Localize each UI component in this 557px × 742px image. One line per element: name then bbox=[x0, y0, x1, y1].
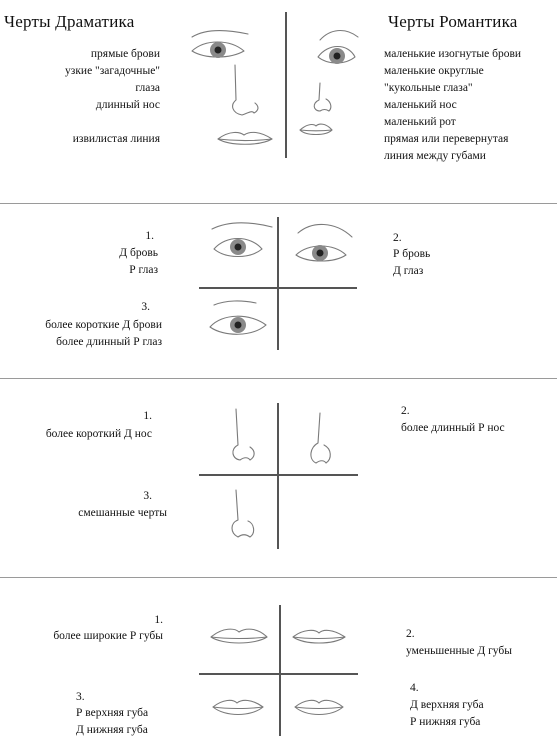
nose-sketch bbox=[231, 408, 331, 538]
romantic-feature: прямая или перевернутая bbox=[384, 133, 509, 145]
item-number: 1. bbox=[143, 410, 152, 422]
lips-grid-vertical bbox=[279, 605, 281, 736]
face-sketch bbox=[191, 30, 359, 145]
eyes-label: Р глаз bbox=[129, 264, 158, 276]
romantic-feature: "кукольные глаза" bbox=[384, 82, 473, 94]
nose-label: более короткий Д нос bbox=[45, 428, 152, 440]
romantic-feature: маленький нос bbox=[384, 99, 457, 111]
lips-grid-horizontal bbox=[199, 673, 358, 675]
item-number: 3. bbox=[76, 691, 85, 703]
eyes-label: Д глаз bbox=[393, 265, 424, 277]
item-number: 1. bbox=[154, 614, 163, 626]
lips-label: Р нижняя губа bbox=[410, 716, 481, 728]
dramatic-feature: узкие "загадочные" bbox=[65, 65, 160, 77]
item-number: 2. bbox=[401, 405, 410, 417]
face-divider bbox=[285, 12, 287, 158]
dramatic-feature: глаза bbox=[135, 82, 160, 94]
section-divider bbox=[0, 203, 557, 204]
item-number: 4. bbox=[410, 682, 419, 694]
item-number: 2. bbox=[393, 232, 402, 244]
eyes-label: Р бровь bbox=[393, 248, 431, 260]
romantic-feature: маленький рот bbox=[384, 116, 456, 128]
nose-label: более длинный Р нос bbox=[401, 422, 505, 434]
eyes-label: более длинный Р глаз bbox=[56, 336, 162, 348]
eyes-label: Д бровь bbox=[119, 247, 158, 259]
dramatic-feature: прямые брови bbox=[90, 48, 160, 60]
dramatic-title: Черты Драматика bbox=[4, 12, 135, 31]
eyes-label: более короткие Д брови bbox=[45, 319, 162, 331]
lips-label: Р верхняя губа bbox=[76, 707, 149, 719]
item-number: 3. bbox=[141, 301, 150, 313]
section-divider bbox=[0, 577, 557, 578]
item-number: 3. bbox=[143, 490, 152, 502]
lips-label: уменьшенные Д губы bbox=[406, 645, 512, 657]
lips-label: Д верхняя губа bbox=[410, 699, 484, 711]
eyes-grid-vertical bbox=[277, 217, 279, 350]
lips-label: более широкие Р губы bbox=[53, 630, 163, 642]
dramatic-feature: извилистая линия bbox=[72, 133, 160, 145]
nose-label: смешанные черты bbox=[78, 507, 167, 519]
lips-label: Д нижняя губа bbox=[76, 724, 148, 736]
dramatic-feature: длинный нос bbox=[95, 99, 160, 111]
lips-sketch bbox=[210, 628, 346, 716]
romantic-feature: маленькие изогнутые брови bbox=[384, 48, 522, 60]
item-number: 2. bbox=[406, 628, 415, 640]
section-divider bbox=[0, 378, 557, 379]
eyes-sketch bbox=[209, 222, 353, 335]
romantic-feature: маленькие округлые bbox=[384, 65, 484, 77]
nose-grid-horizontal bbox=[199, 474, 358, 476]
nose-grid-vertical bbox=[277, 403, 279, 549]
item-number: 1. bbox=[145, 230, 154, 242]
romantic-feature: линия между губами bbox=[384, 150, 486, 162]
eyes-grid-horizontal bbox=[199, 287, 357, 289]
romantic-title: Черты Романтика bbox=[388, 12, 518, 31]
